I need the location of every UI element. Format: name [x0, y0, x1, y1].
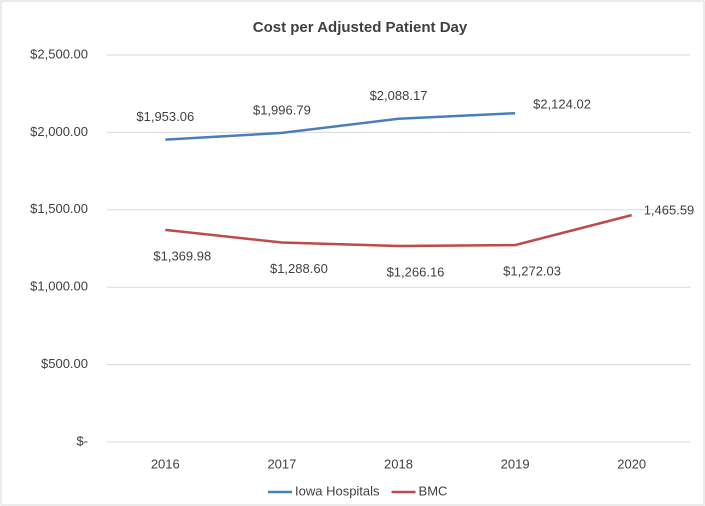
data-label: $2,124.02: [533, 97, 591, 112]
x-tick-label: 2020: [617, 456, 646, 471]
y-tick-label: $1,000.00: [30, 279, 88, 294]
data-line: [165, 213, 633, 248]
x-tick-label: 2016: [151, 456, 180, 471]
legend-label: Iowa Hospitals: [295, 483, 380, 498]
chart-title: Cost per Adjusted Patient Day: [253, 19, 468, 36]
data-label: $1,272.03: [503, 264, 561, 279]
x-tick-label: 2019: [501, 456, 530, 471]
data-line: [165, 111, 516, 141]
y-tick-label: $500.00: [41, 356, 88, 371]
x-tick-label: 2017: [267, 456, 296, 471]
y-tick-label: $2,000.00: [30, 124, 88, 139]
y-tick-label: $-: [76, 433, 88, 448]
data-label: $1,369.98: [153, 248, 211, 263]
y-tick-label: $2,500.00: [30, 46, 88, 61]
data-label: $2,088.17: [370, 88, 428, 103]
data-label: $1,288.60: [270, 261, 328, 276]
y-tick-label: $1,500.00: [30, 201, 88, 216]
data-label: $1,266.16: [387, 264, 445, 279]
x-tick-label: 2018: [384, 456, 413, 471]
legend-label: BMC: [419, 483, 448, 498]
data-label: $1,996.79: [253, 102, 311, 117]
data-label: 1,465.59: [644, 203, 695, 218]
data-label: $1,953.06: [136, 109, 194, 124]
